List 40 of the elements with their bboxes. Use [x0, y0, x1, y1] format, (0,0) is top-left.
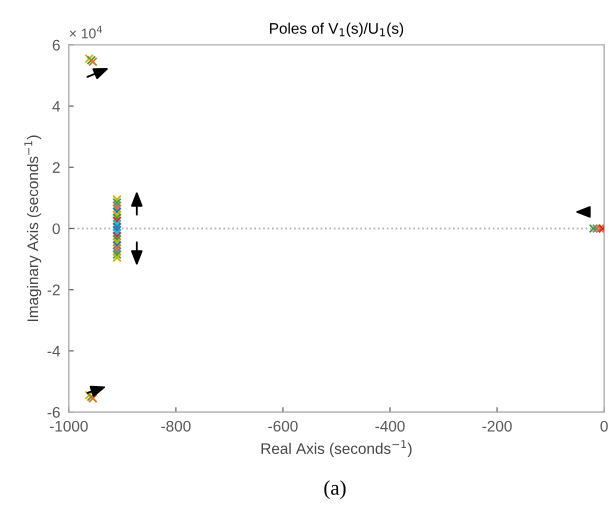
point	[112, 244, 122, 254]
point	[588, 224, 598, 234]
y-tick-label: -4	[48, 346, 60, 356]
y-axis-title: Imaginary Axis (seconds$^{−1}$)	[24, 136, 42, 322]
point	[112, 219, 122, 229]
y-tick-label: -6	[48, 406, 60, 418]
point	[112, 200, 122, 210]
point	[112, 238, 122, 247]
x-tick-label: -200	[482, 420, 512, 432]
point	[112, 234, 122, 244]
point	[112, 204, 122, 214]
point	[112, 194, 122, 204]
point	[112, 240, 122, 250]
text: (a)	[324, 480, 346, 500]
point	[112, 213, 122, 222]
text: × 10$^{4}$	[70, 26, 102, 38]
point	[112, 198, 122, 208]
point	[112, 250, 122, 260]
x-tick-label: 0	[600, 420, 608, 432]
point	[112, 225, 122, 235]
point	[112, 222, 122, 232]
x-tick-label: -400	[375, 420, 405, 432]
y-tick-label: -2	[48, 284, 60, 296]
y-tick-label: 6	[52, 40, 60, 51]
y-tick-label: 2	[52, 162, 60, 173]
x-axis-title: Real Axis (seconds$^{−1}$)	[262, 440, 412, 458]
point	[112, 231, 122, 241]
point	[112, 207, 122, 216]
x-tick-label: -800	[161, 420, 191, 432]
point	[112, 216, 122, 226]
point	[112, 246, 122, 256]
point	[112, 252, 122, 262]
x-tick-label: -600	[268, 420, 298, 432]
x-tick-label: -1000	[50, 420, 88, 432]
point	[592, 224, 602, 234]
y-tick-label: 0	[52, 223, 60, 234]
point	[112, 210, 122, 220]
y-tick-label: 4	[52, 101, 60, 112]
chart-title: Poles of V$_{1}$(s)/U$_{1}$(s)	[270, 22, 404, 37]
point	[112, 228, 122, 238]
